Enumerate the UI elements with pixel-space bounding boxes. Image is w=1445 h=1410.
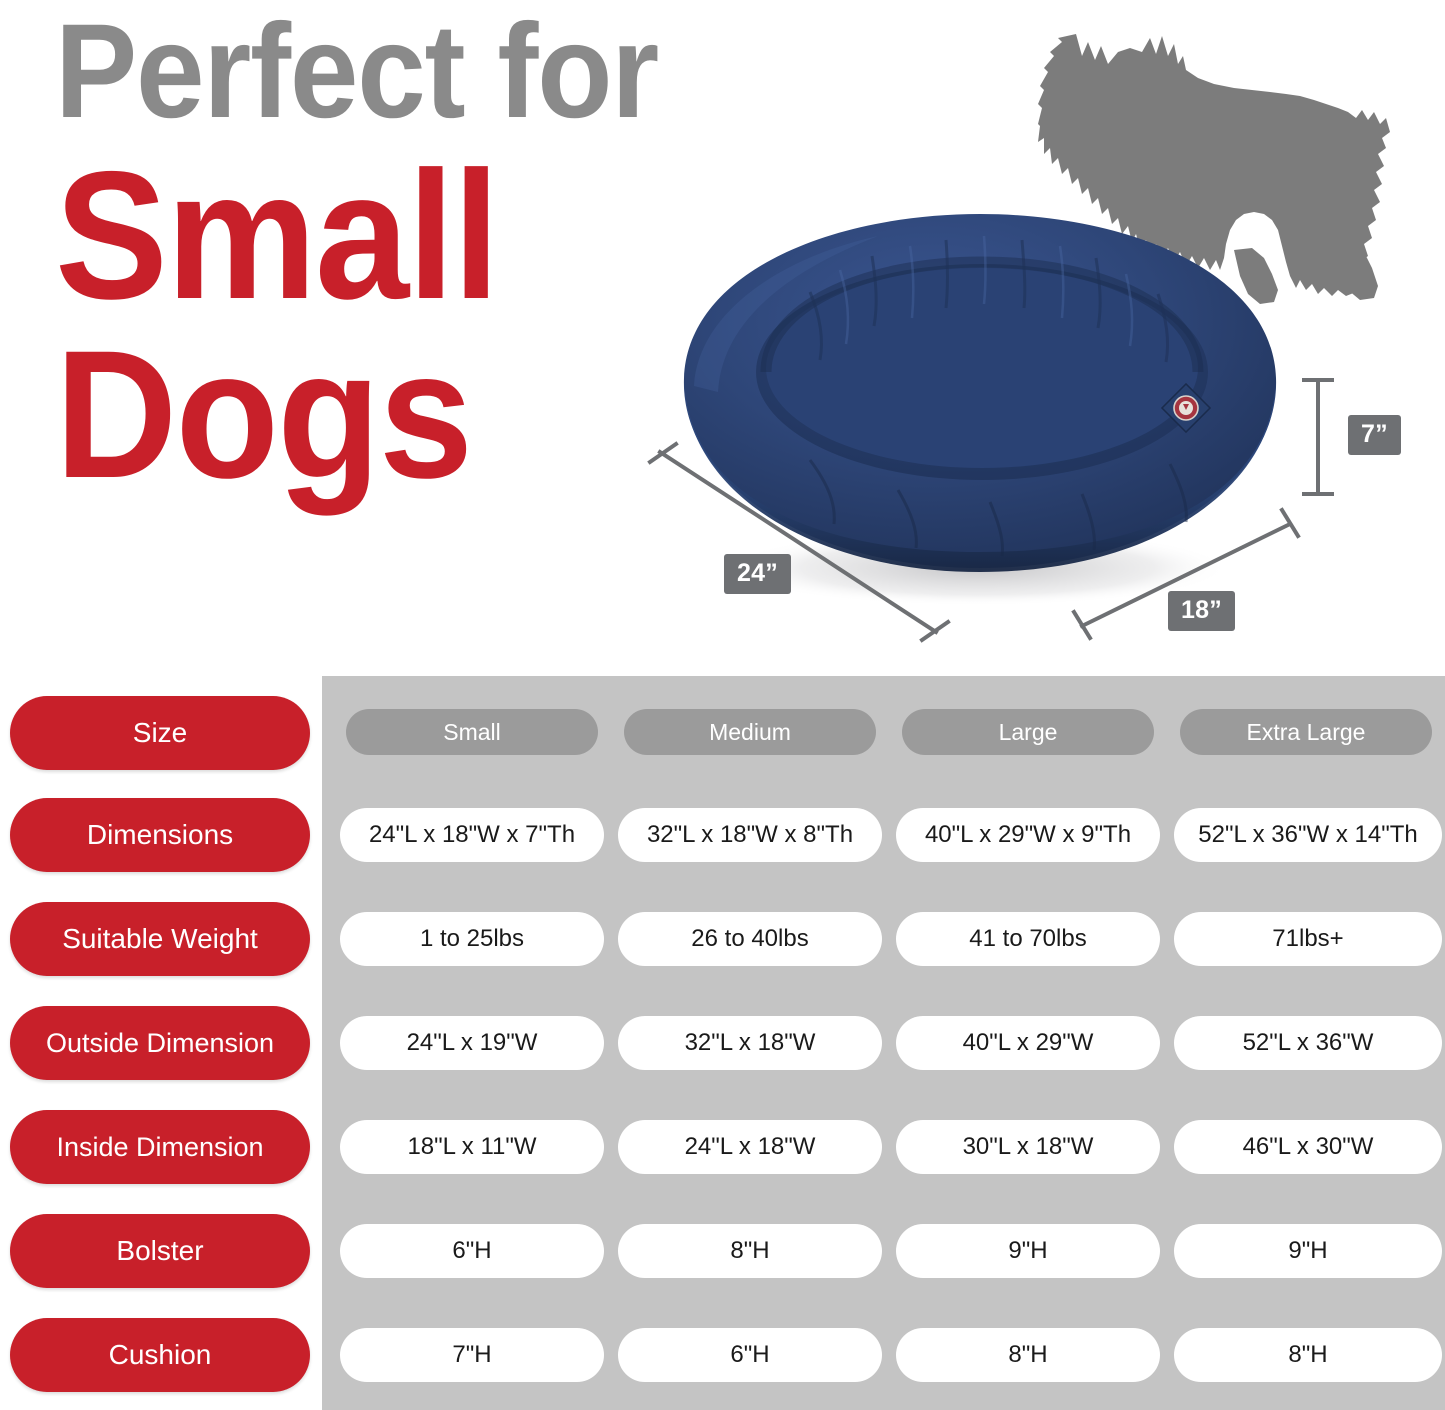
cell-outside-extra-large: 52"L x 36"W bbox=[1174, 1016, 1442, 1070]
column-header-large: Large bbox=[902, 709, 1154, 755]
row-label-bolster: Bolster bbox=[10, 1214, 310, 1288]
cell-dimensions-extra-large: 52"L x 36"W x 14"Th bbox=[1174, 808, 1442, 862]
cell-dimensions-large: 40"L x 29"W x 9"Th bbox=[896, 808, 1160, 862]
row-label-outside-dimension: Outside Dimension bbox=[10, 1006, 310, 1080]
brand-tag-icon bbox=[1160, 382, 1212, 434]
cell-bolster-large: 9"H bbox=[896, 1224, 1160, 1278]
spec-cell-grid: Small Medium Large Extra Large 24"L x 18… bbox=[322, 676, 1445, 1410]
headline-line-perfect-for: Perfect for bbox=[55, 0, 659, 146]
row-label-cushion: Cushion bbox=[10, 1318, 310, 1392]
cell-cushion-small: 7"H bbox=[340, 1328, 604, 1382]
headline-line-small: Small bbox=[55, 133, 500, 338]
cell-outside-large: 40"L x 29"W bbox=[896, 1016, 1160, 1070]
cell-bolster-medium: 8"H bbox=[618, 1224, 882, 1278]
cell-cushion-medium: 6"H bbox=[618, 1328, 882, 1382]
row-label-suitable-weight: Suitable Weight bbox=[10, 902, 310, 976]
cell-outside-medium: 32"L x 18"W bbox=[618, 1016, 882, 1070]
cell-cushion-extra-large: 8"H bbox=[1174, 1328, 1442, 1382]
cell-inside-extra-large: 46"L x 30"W bbox=[1174, 1120, 1442, 1174]
cell-dimensions-small: 24"L x 18"W x 7"Th bbox=[340, 808, 604, 862]
cell-cushion-large: 8"H bbox=[896, 1328, 1160, 1382]
cell-weight-extra-large: 71lbs+ bbox=[1174, 912, 1442, 966]
callout-length: 24” bbox=[724, 554, 792, 595]
cell-weight-medium: 26 to 40lbs bbox=[618, 912, 882, 966]
cell-dimensions-medium: 32"L x 18"W x 8"Th bbox=[618, 808, 882, 862]
callout-height: 7” bbox=[1348, 415, 1401, 456]
row-label-inside-dimension: Inside Dimension bbox=[10, 1110, 310, 1184]
headline-block: Perfect for Small Dogs bbox=[55, 0, 935, 517]
column-header-small: Small bbox=[346, 709, 598, 755]
column-header-medium: Medium bbox=[624, 709, 876, 755]
cell-inside-small: 18"L x 11"W bbox=[340, 1120, 604, 1174]
dog-bed-product-image bbox=[683, 214, 1277, 606]
callout-width: 18” bbox=[1168, 591, 1236, 632]
column-header-extra-large: Extra Large bbox=[1180, 709, 1432, 755]
cell-bolster-small: 6"H bbox=[340, 1224, 604, 1278]
hero-section: Perfect for Small Dogs bbox=[0, 0, 1445, 676]
size-spec-table: Size Dimensions Suitable Weight Outside … bbox=[0, 676, 1445, 1410]
cell-weight-large: 41 to 70lbs bbox=[896, 912, 1160, 966]
row-label-column: Size Dimensions Suitable Weight Outside … bbox=[10, 676, 310, 1410]
cell-bolster-extra-large: 9"H bbox=[1174, 1224, 1442, 1278]
row-label-dimensions: Dimensions bbox=[10, 798, 310, 872]
row-label-size: Size bbox=[10, 696, 310, 770]
cell-inside-large: 30"L x 18"W bbox=[896, 1120, 1160, 1174]
cell-inside-medium: 24"L x 18"W bbox=[618, 1120, 882, 1174]
headline-line-dogs: Dogs bbox=[55, 312, 473, 517]
cell-outside-small: 24"L x 19"W bbox=[340, 1016, 604, 1070]
cell-weight-small: 1 to 25lbs bbox=[340, 912, 604, 966]
